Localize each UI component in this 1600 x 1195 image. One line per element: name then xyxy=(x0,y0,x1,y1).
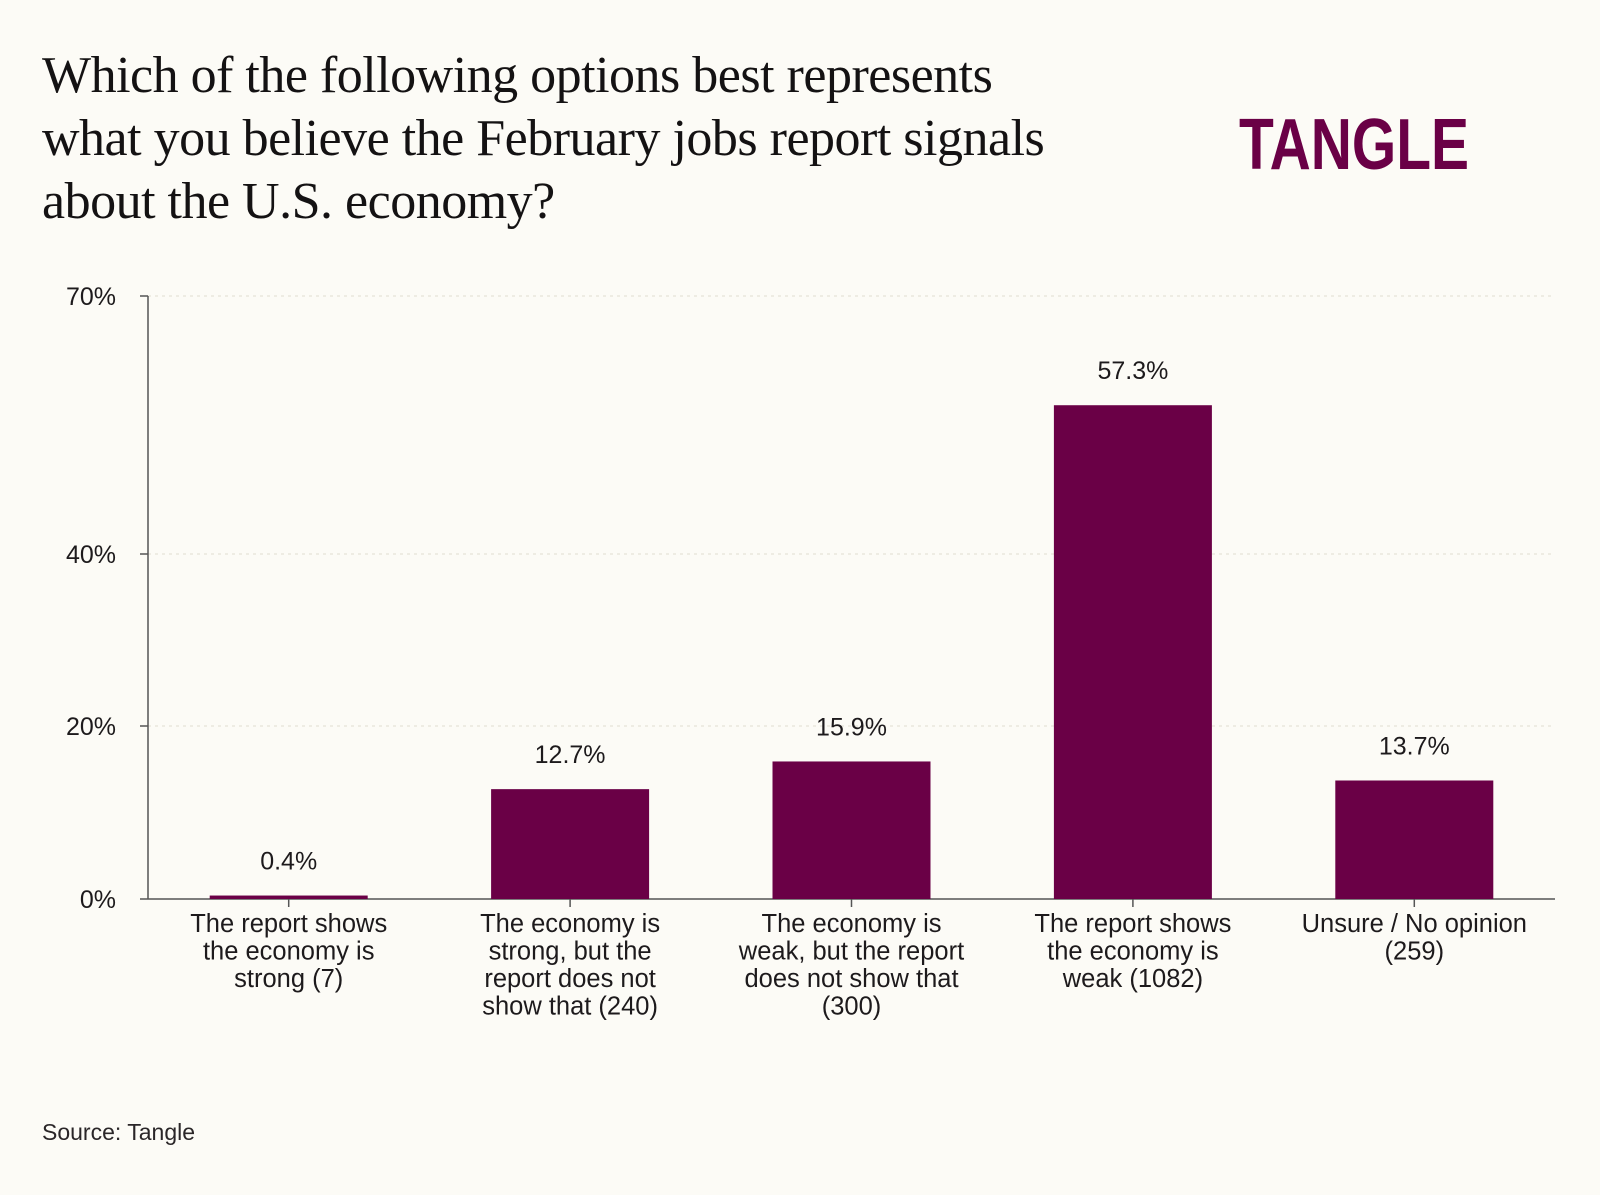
chart-title: Which of the following options best repr… xyxy=(42,44,1162,233)
category-label-line: The economy is xyxy=(480,910,660,938)
chart-title-line-2: what you believe the February jobs repor… xyxy=(42,110,1045,167)
bar xyxy=(772,761,931,899)
category-label-line: the economy is xyxy=(1047,938,1219,966)
value-label: 0.4% xyxy=(260,848,317,876)
value-label: 13.7% xyxy=(1379,732,1450,760)
category-label-line: weak (1082) xyxy=(1062,965,1203,993)
source-note: Source: Tangle xyxy=(42,1119,196,1145)
category-label-line: does not show that xyxy=(744,965,958,993)
category-label: The economy is weak, but the report does n… xyxy=(738,910,964,1021)
chart-title-line-3: about the U.S. economy? xyxy=(42,173,555,230)
category-label: The economy is strong, but the report does… xyxy=(480,910,660,1021)
category-label-line: (300) xyxy=(822,993,882,1021)
bar xyxy=(1053,405,1212,899)
chart-title-line-1: Which of the following options best repr… xyxy=(42,47,993,104)
y-tick-label: 0% xyxy=(80,886,116,914)
bars xyxy=(209,405,1494,899)
category-label-line: the economy is xyxy=(203,938,375,966)
value-label: 12.7% xyxy=(535,741,606,769)
category-label-line: The report shows xyxy=(1034,910,1231,938)
y-tick-label: 40% xyxy=(66,541,116,569)
y-tick-label: 20% xyxy=(66,713,116,741)
category-label-line: The economy is xyxy=(762,910,942,938)
bar-chart: 0% 20% 40% 70% 0.4% 12.7% 15.9% 57.3% 13.7% The… xyxy=(66,283,1555,1021)
category-label: The report shows the economy is weak (1082… xyxy=(1034,910,1231,993)
bar xyxy=(209,895,368,899)
y-tick-label: 70% xyxy=(66,283,116,311)
bar xyxy=(1335,780,1494,899)
gridlines xyxy=(148,295,1555,727)
category-label-line: weak, but the report xyxy=(738,938,964,966)
category-label-line: strong, but the xyxy=(489,938,652,966)
category-label-line: The report shows xyxy=(190,910,387,938)
category-label-line: report does not xyxy=(484,965,656,993)
category-label-line: (259) xyxy=(1385,938,1445,966)
category-label-line: strong (7) xyxy=(234,965,343,993)
value-labels: 0.4% 12.7% 15.9% 57.3% 13.7% xyxy=(260,357,1450,875)
category-label-line: Unsure / No opinion xyxy=(1302,910,1527,938)
y-axis-ticks: 0% 20% 40% 70% xyxy=(66,283,148,914)
bar xyxy=(491,789,650,899)
category-label: The report shows the economy is strong (7) xyxy=(190,910,387,993)
tangle-logo: TANGLE xyxy=(1239,105,1469,183)
value-label: 15.9% xyxy=(816,713,887,741)
category-labels: The report shows the economy is strong (7)… xyxy=(190,910,1527,1021)
category-label-line: show that (240) xyxy=(482,993,658,1021)
category-label: Unsure / No opinion (259) xyxy=(1302,910,1527,966)
value-label: 57.3% xyxy=(1097,357,1168,385)
tangle-logo-wordmark: TANGLE xyxy=(1239,105,1469,183)
